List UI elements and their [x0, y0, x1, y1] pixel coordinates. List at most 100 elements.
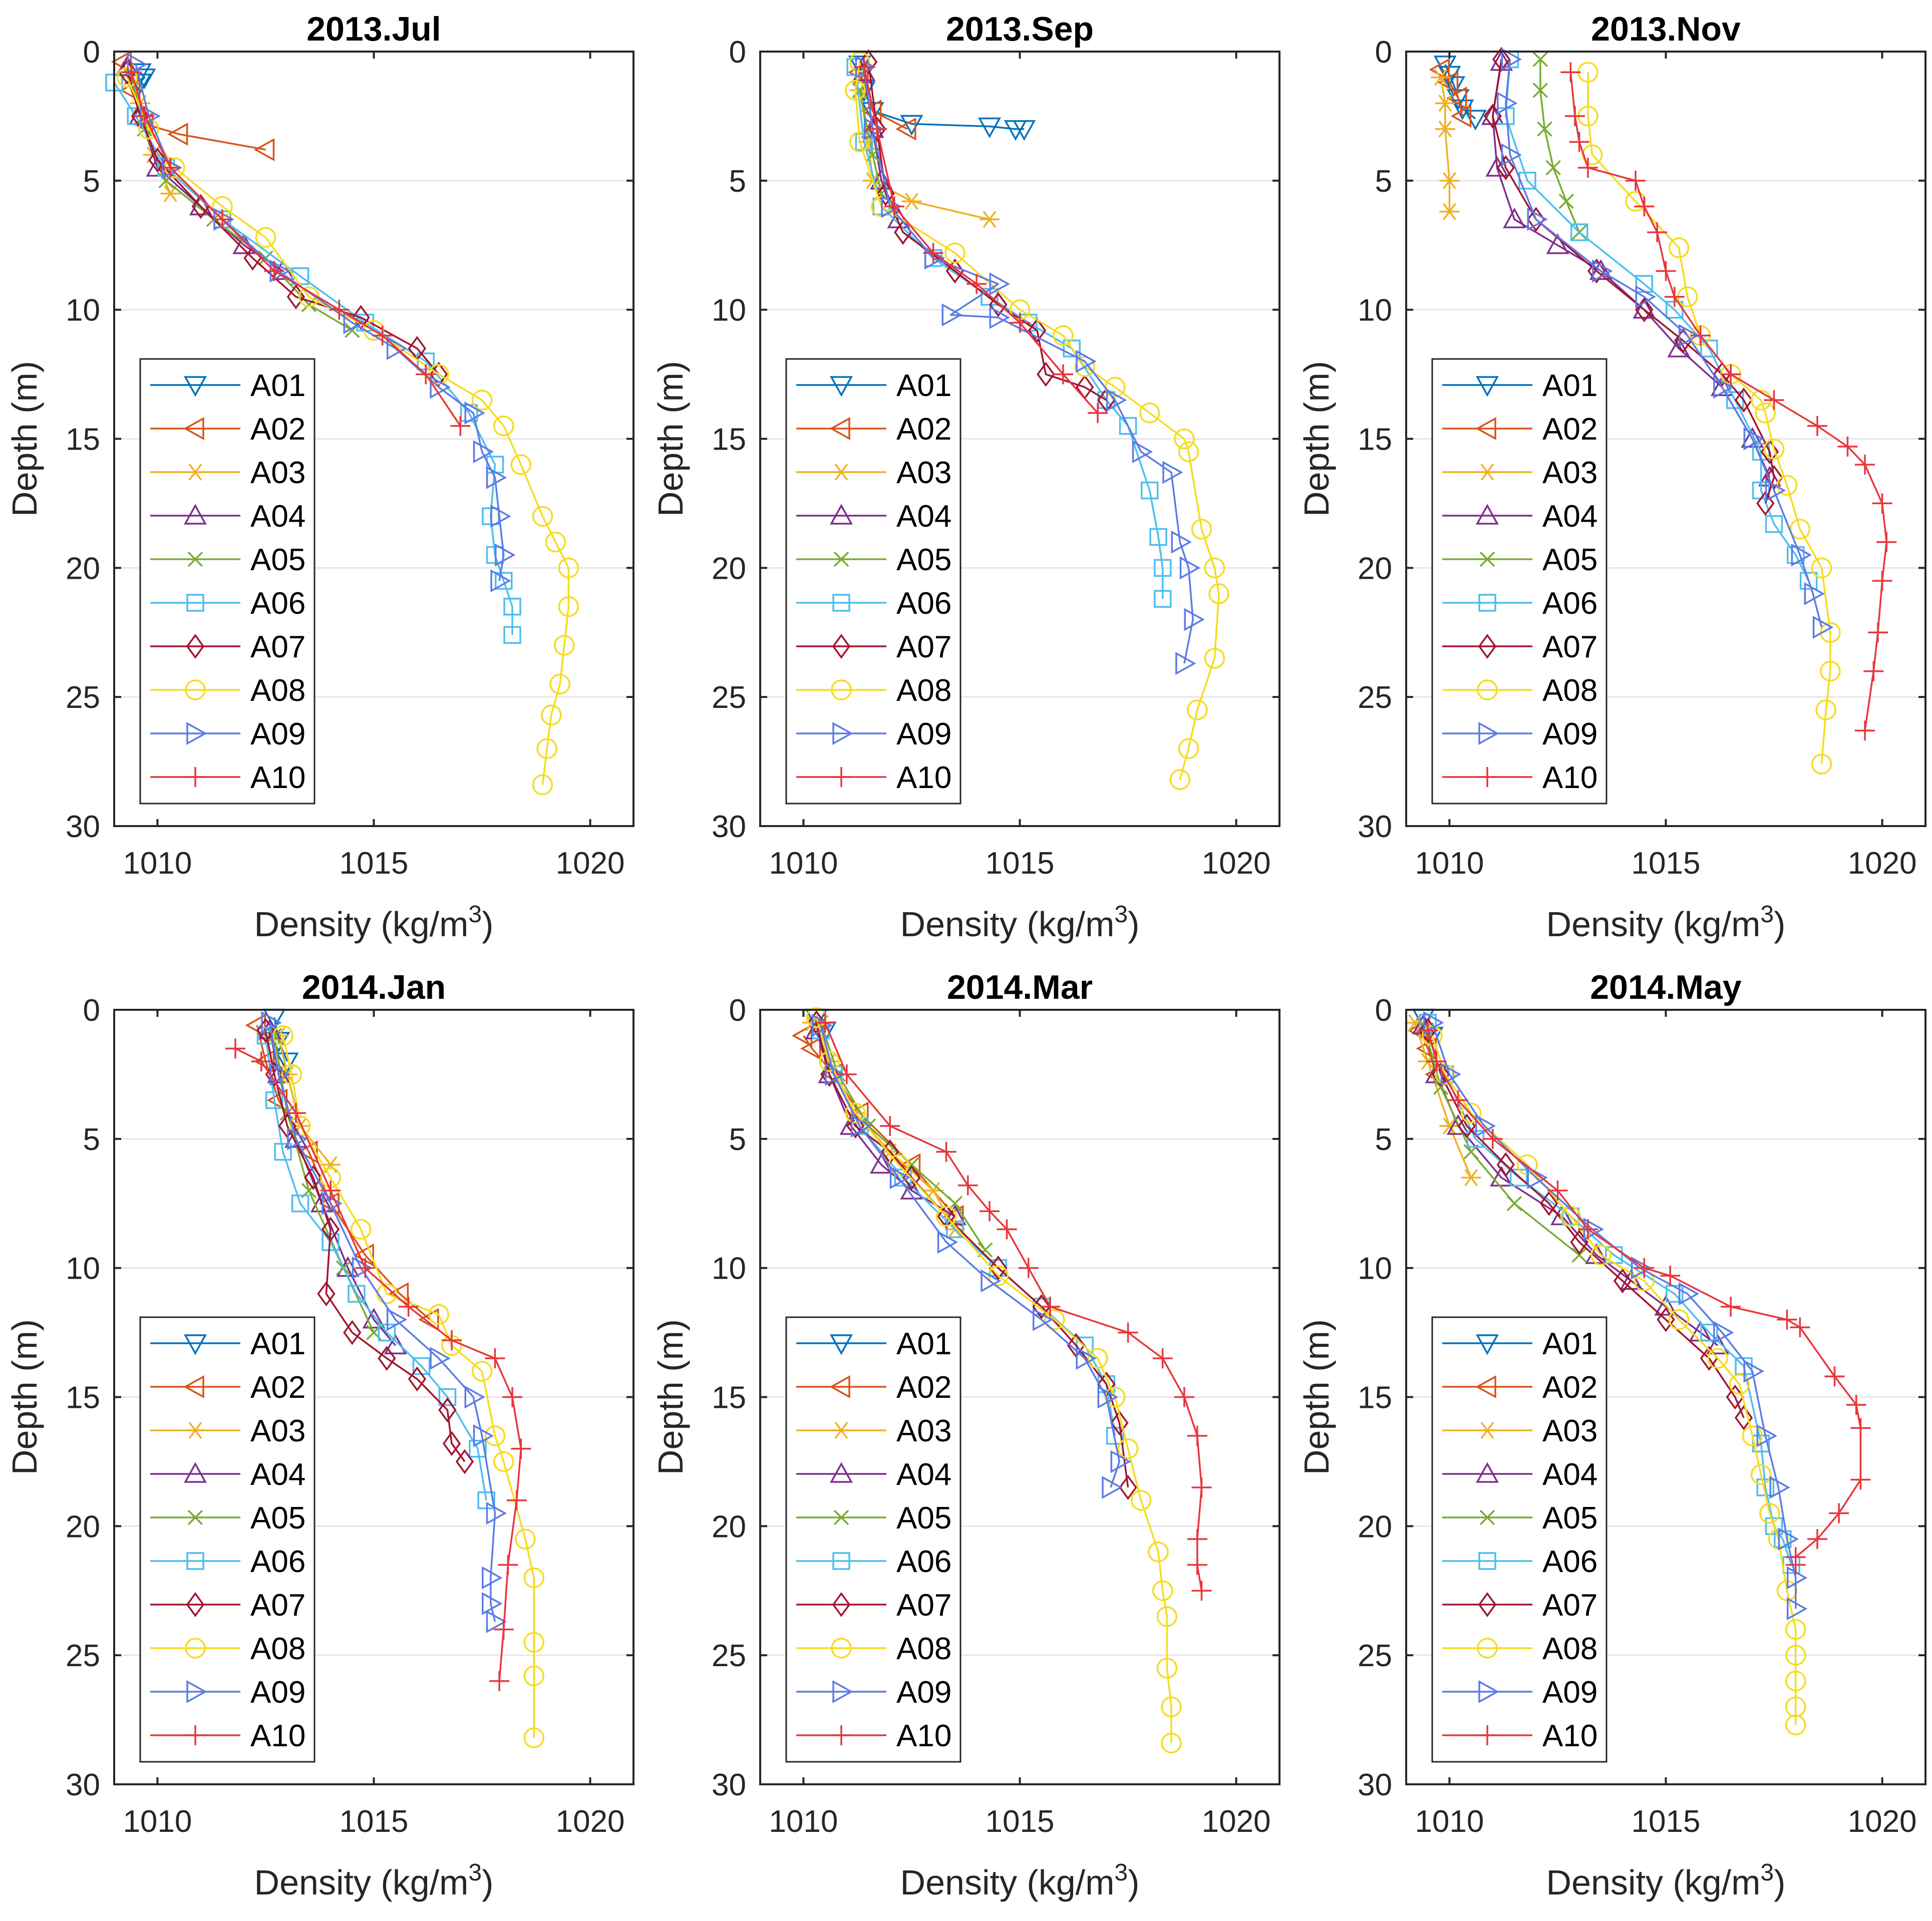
data-point-a08: [1148, 1542, 1169, 1563]
x-tick-label: 1010: [123, 846, 192, 881]
data-point-a10: [1053, 364, 1073, 385]
data-point-a09: [1778, 1527, 1799, 1551]
data-point-a10: [372, 325, 393, 346]
series-line-a07: [126, 72, 440, 375]
data-point-a09: [1678, 324, 1700, 347]
data-point-a10: [1191, 1477, 1212, 1497]
legend-label: A07: [1542, 630, 1597, 664]
y-tick-label: 10: [66, 1252, 100, 1286]
legend-label: A03: [896, 456, 951, 490]
legend-label: A08: [1542, 673, 1597, 708]
series-line-a06: [1505, 59, 1810, 581]
data-point-a08: [1156, 1606, 1178, 1627]
chart-panel: 1010 1015 10200510152025302013.NovDensity …: [1297, 10, 1926, 944]
x-tick-label: 1020: [1848, 846, 1917, 881]
data-point-a10: [1872, 571, 1892, 591]
legend-marker: [831, 1421, 851, 1439]
data-point-a09: [1527, 208, 1548, 231]
legend-label: A09: [250, 1675, 305, 1710]
data-point-a08: [350, 1219, 372, 1240]
data-point-a04: [1446, 1114, 1470, 1135]
data-point-a07: [438, 1397, 457, 1423]
x-tick-label: 1015: [340, 1804, 409, 1839]
data-point-a09: [937, 1231, 958, 1254]
series-line-a09: [269, 1022, 496, 1622]
data-point-a09: [473, 440, 494, 464]
data-point-a07: [1756, 491, 1775, 516]
data-point-a08: [523, 1727, 544, 1748]
legend-marker: [831, 767, 851, 787]
y-axis-label: Depth (m): [651, 361, 690, 517]
data-point-a10: [1837, 436, 1858, 457]
legend-label: A09: [250, 717, 305, 751]
data-point-a07: [1613, 1268, 1632, 1294]
data-point-a10: [1634, 1258, 1655, 1278]
data-point-a08: [1742, 1425, 1763, 1446]
y-tick-label: 0: [1375, 993, 1392, 1028]
data-point-a06: [1799, 572, 1818, 590]
x-tick-label: 1010: [769, 1804, 838, 1839]
y-tick-label: 5: [1375, 164, 1392, 199]
data-point-a08: [558, 596, 579, 617]
legend-marker: [1478, 1592, 1497, 1617]
data-point-a10: [1876, 532, 1897, 552]
y-tick-label: 0: [729, 993, 746, 1028]
data-point-a09: [486, 1610, 507, 1634]
legend-label: A01: [1542, 1327, 1597, 1361]
legend-marker: [183, 1375, 204, 1398]
data-point-a08: [549, 673, 570, 695]
data-point-a10: [997, 1219, 1017, 1240]
data-point-a09: [1791, 543, 1812, 567]
data-point-a08: [484, 1425, 506, 1446]
data-point-a07: [1496, 1152, 1515, 1178]
legend-label: A05: [250, 1501, 305, 1535]
legend-label: A04: [1542, 499, 1597, 534]
x-tick-label: 1015: [340, 846, 409, 881]
series-line-a08: [1587, 72, 1831, 764]
data-point-a08: [1435, 1064, 1456, 1085]
data-point-a09: [473, 1424, 494, 1447]
legend-marker: [186, 1680, 207, 1703]
data-point-a07: [937, 1204, 955, 1229]
legend-label: A02: [250, 412, 305, 447]
data-point-a10: [1560, 62, 1581, 83]
data-point-a01: [1442, 76, 1466, 97]
data-point-a10: [502, 1387, 523, 1407]
data-point-a09: [127, 53, 148, 76]
data-point-a09: [430, 1347, 451, 1370]
data-point-a10: [450, 416, 471, 436]
y-tick-label: 20: [66, 551, 100, 586]
data-point-a10: [1807, 1529, 1827, 1550]
data-point-a09: [386, 337, 408, 360]
data-point-a09: [486, 1501, 507, 1525]
legend-label: A01: [896, 368, 951, 403]
data-point-a06: [469, 1439, 487, 1458]
data-point-a10: [1040, 1297, 1060, 1317]
x-tick-label: 1020: [1848, 1804, 1917, 1839]
data-point-a10: [1174, 1387, 1194, 1407]
data-point-a05: [1558, 193, 1574, 209]
data-point-a02: [895, 117, 916, 141]
data-point-a02: [1446, 86, 1467, 110]
data-point-a08: [515, 1528, 536, 1550]
y-axis-label: Depth (m): [1297, 1319, 1336, 1475]
data-point-a09: [851, 1114, 872, 1138]
y-tick-label: 15: [1358, 423, 1392, 457]
data-point-a08: [281, 1064, 302, 1085]
data-point-a06: [438, 1388, 457, 1406]
data-point-a08: [272, 1025, 293, 1046]
data-point-a09: [1713, 375, 1734, 399]
legend-label: A06: [250, 586, 305, 621]
x-axis-label: Density (kg/m3): [1546, 901, 1786, 944]
data-point-a05: [1571, 1247, 1587, 1263]
data-point-a10: [1664, 286, 1685, 307]
data-point-a02: [297, 1140, 318, 1164]
data-point-a10: [880, 1116, 900, 1136]
data-point-a10: [355, 1258, 376, 1278]
data-point-a09: [1501, 143, 1522, 167]
legend-label: A04: [250, 499, 305, 534]
legend-label: A10: [250, 1719, 305, 1753]
y-tick-label: 5: [83, 1122, 100, 1157]
y-tick-label: 10: [1358, 293, 1392, 328]
